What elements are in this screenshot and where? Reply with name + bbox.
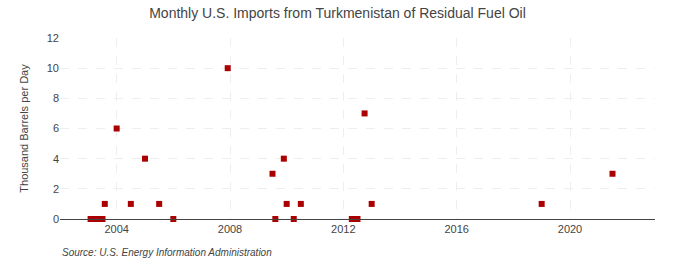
svg-text:12: 12	[47, 32, 59, 44]
svg-text:2020: 2020	[558, 223, 582, 235]
svg-text:2016: 2016	[444, 223, 468, 235]
svg-text:Monthly U.S. Imports from Turk: Monthly U.S. Imports from Turkmenistan o…	[149, 5, 526, 21]
svg-text:Thousand Barrels per Day: Thousand Barrels per Day	[18, 64, 30, 193]
svg-text:8: 8	[53, 92, 59, 104]
svg-text:Source: U.S. Energy Informatio: Source: U.S. Energy Information Administ…	[62, 247, 272, 258]
svg-text:0: 0	[53, 213, 59, 225]
svg-text:10: 10	[47, 62, 59, 74]
svg-text:2004: 2004	[104, 223, 128, 235]
svg-text:6: 6	[53, 122, 59, 134]
svg-text:2012: 2012	[331, 223, 355, 235]
svg-text:2008: 2008	[218, 223, 242, 235]
svg-text:4: 4	[53, 153, 59, 165]
svg-text:2: 2	[53, 183, 59, 195]
